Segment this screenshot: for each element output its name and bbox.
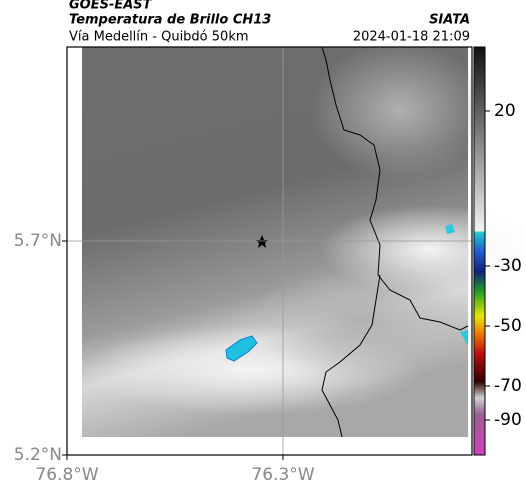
- route: Vía Medellín - Quibdó 50km: [69, 30, 249, 45]
- source: SIATA: [429, 13, 470, 28]
- colorbar-label: -90: [494, 410, 522, 430]
- lon-label: 76.8°W: [35, 465, 98, 485]
- datetime: 2024-01-18 21:09: [353, 30, 470, 45]
- lat-label: 5.2°N: [14, 445, 62, 465]
- map-frame: [66, 46, 473, 456]
- colorbar-ticks: 20 -30 -50 -70 -90: [485, 101, 522, 430]
- axis-labels: 5.7°N 5.2°N76.8°W 76.3°W: [14, 231, 315, 485]
- colorbar: [473, 46, 486, 456]
- title: Temperatura de Brillo CH13: [69, 13, 271, 28]
- satellite: GOES-EAST: [69, 0, 153, 13]
- map-image: [67, 40, 526, 455]
- border: [321, 46, 469, 331]
- lon-label: 76.3°W: [251, 465, 314, 485]
- border: [321, 274, 381, 438]
- cold-cloud: [460, 330, 468, 346]
- colorbar-label: -50: [494, 316, 522, 336]
- colorbar-label: -30: [494, 256, 522, 276]
- cold-cloud: [445, 224, 455, 234]
- marker: [256, 235, 268, 248]
- lat-label: 5.7°N: [14, 231, 62, 251]
- cold-cloud: [225, 335, 258, 362]
- colorbar-label: -70: [494, 376, 522, 396]
- colorbar-label: 20: [494, 101, 516, 121]
